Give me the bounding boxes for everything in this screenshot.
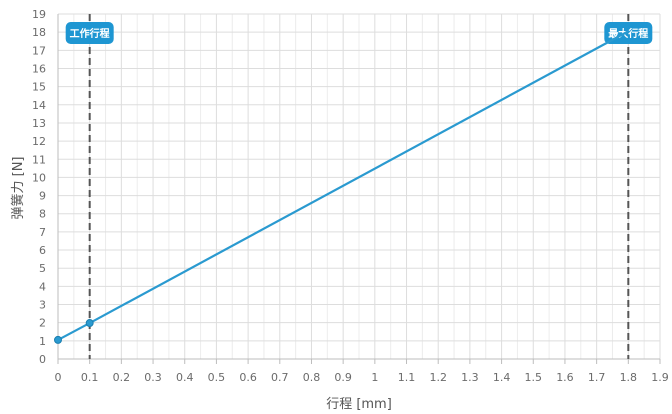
x-tick-label: 0.3: [144, 371, 162, 384]
y-tick-label: 13: [32, 117, 46, 130]
y-tick-label: 11: [32, 153, 46, 166]
x-tick-label: 1.4: [493, 371, 511, 384]
x-tick-label: 1.6: [556, 371, 574, 384]
marker-label: 工作行程: [70, 27, 110, 40]
y-tick-label: 0: [39, 353, 46, 366]
x-tick-label: 1.5: [525, 371, 543, 384]
y-tick-label: 12: [32, 135, 46, 148]
y-tick-label: 15: [32, 81, 46, 94]
y-tick-label: 17: [32, 44, 46, 57]
y-tick-label: 9: [39, 190, 46, 203]
tick-labels: 0 0.1 0.2 0.3 0.4 0.5 0.6 0.7 0.8 0.9 1 1.1 1.2 1.3 1.…: [32, 8, 669, 384]
y-tick-label: 4: [39, 280, 46, 293]
grid: [57, 13, 661, 360]
x-tick-label: 1.1: [398, 371, 416, 384]
x-tick-label: 0.2: [113, 371, 131, 384]
x-tick-label: 1.9: [651, 371, 669, 384]
y-tick-label: 8: [39, 208, 46, 221]
marker-label-box: [65, 22, 114, 44]
axes: [57, 14, 661, 364]
x-tick-label: 0.1: [81, 371, 99, 384]
x-axis-title: 行程 [mm]: [326, 397, 392, 412]
y-tick-label: 18: [32, 26, 46, 39]
x-tick-label: 0.6: [239, 371, 257, 384]
vertical-markers: 工作行程 最大行程: [65, 14, 653, 359]
y-tick-label: 1: [39, 335, 46, 348]
x-tick-label: 0.4: [176, 371, 194, 384]
y-tick-label: 5: [39, 262, 46, 275]
series: [54, 30, 630, 344]
x-tick-label: 1: [371, 371, 378, 384]
x-tick-label: 0.7: [271, 371, 289, 384]
y-tick-label: 19: [32, 8, 46, 21]
x-tick-label: 1.7: [588, 371, 606, 384]
y-tick-label: 2: [39, 317, 46, 330]
y-tick-label: 6: [39, 244, 46, 257]
y-tick-label: 16: [32, 62, 46, 75]
x-tick-label: 0.5: [208, 371, 226, 384]
x-tick-label: 0.8: [303, 371, 321, 384]
x-tick-label: 0: [55, 371, 62, 384]
data-point: [85, 319, 94, 328]
x-tick-label: 0.9: [334, 371, 352, 384]
y-tick-label: 14: [32, 99, 46, 112]
x-tick-label: 1.8: [620, 371, 638, 384]
y-tick-label: 7: [39, 226, 46, 239]
data-point: [54, 335, 62, 344]
x-tick-label: 1.2: [429, 371, 447, 384]
y-tick-label: 3: [39, 299, 46, 312]
x-tick-label: 1.3: [461, 371, 479, 384]
y-tick-label: 10: [32, 171, 46, 184]
y-axis-title: 弹簧力 [N]: [10, 156, 26, 219]
